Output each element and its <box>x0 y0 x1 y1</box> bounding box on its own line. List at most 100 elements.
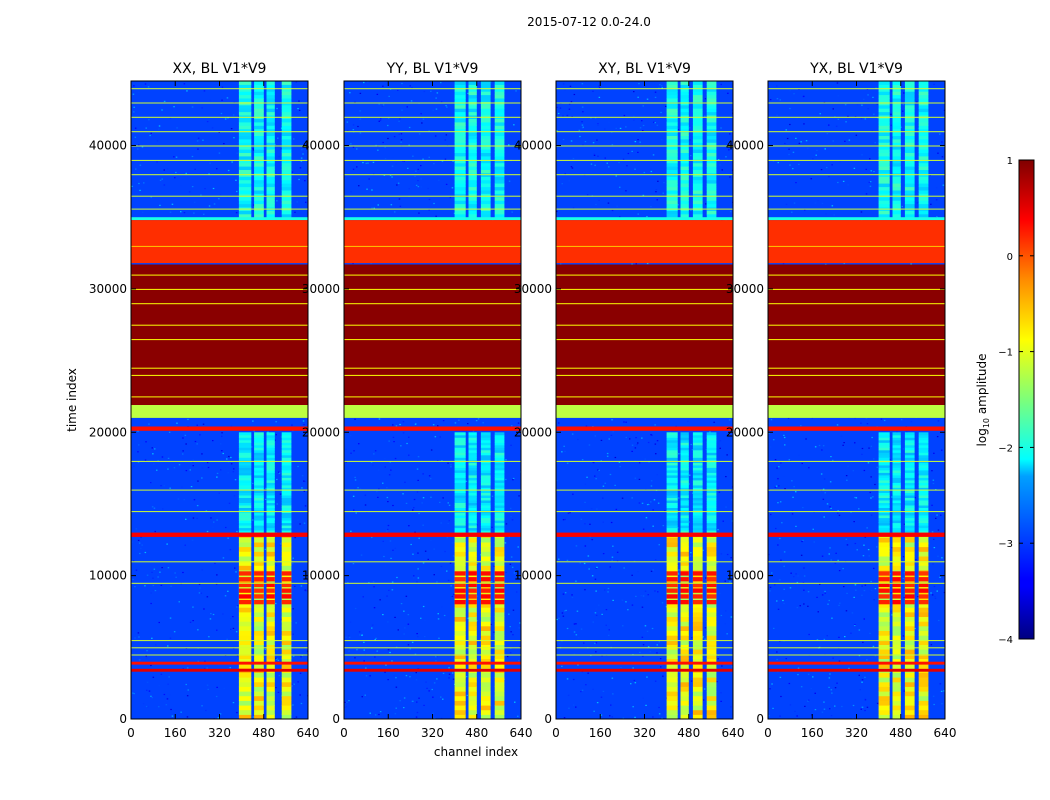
rfi-column-cell <box>281 111 292 116</box>
noise-pixel <box>388 95 390 97</box>
rfi-column-cell <box>494 125 505 130</box>
noise-pixel <box>216 168 218 170</box>
rfi-column-cell <box>692 128 703 133</box>
noise-pixel <box>410 543 412 546</box>
rfi-column-cell <box>281 457 292 461</box>
noise-pixel <box>415 184 418 186</box>
noise-pixel <box>354 607 357 610</box>
flag-line <box>344 582 521 584</box>
rfi-column-cell <box>238 500 252 503</box>
noise-pixel <box>727 92 729 94</box>
noise-pixel <box>207 466 210 469</box>
noise-pixel <box>650 485 653 487</box>
noise-pixel <box>358 185 360 187</box>
noise-pixel <box>719 440 722 442</box>
noise-pixel <box>588 444 591 446</box>
rfi-column-cell <box>281 500 292 503</box>
noise-pixel <box>780 559 782 561</box>
noise-pixel <box>654 96 657 98</box>
rfi-column-cell <box>468 94 477 99</box>
noise-pixel <box>609 473 612 476</box>
rfi-column-cell <box>281 210 292 215</box>
rfi-column-cell <box>706 472 717 476</box>
rfi-column-cell <box>266 132 275 136</box>
noise-pixel <box>839 602 841 604</box>
rfi-column-cell <box>281 449 292 453</box>
rfi-column-cell <box>281 84 292 89</box>
rfi-column-cell <box>454 527 466 531</box>
noise-pixel <box>236 655 239 657</box>
noise-pixel <box>595 614 598 616</box>
rfi-column-cell <box>494 505 505 508</box>
noise-pixel <box>387 137 389 140</box>
noise-pixel <box>642 528 645 530</box>
rfi-column-cell <box>468 579 477 585</box>
rfi-column-cell <box>692 108 703 113</box>
noise-pixel <box>131 541 134 543</box>
noise-pixel <box>221 99 223 101</box>
noise-pixel <box>168 431 171 433</box>
rfi-column-cell <box>454 474 466 478</box>
rfi-column-cell <box>468 541 477 548</box>
rfi-column-cell <box>706 677 717 683</box>
noise-pixel <box>903 690 906 692</box>
noise-pixel <box>383 174 386 176</box>
noise-pixel <box>201 453 203 455</box>
rfi-column-cell <box>266 490 275 493</box>
rfi-column-cell <box>281 579 292 585</box>
noise-pixel <box>577 438 579 441</box>
noise-pixel <box>724 623 726 625</box>
noise-pixel <box>646 262 649 265</box>
rfi-column-cell <box>706 512 717 516</box>
rfi-column-cell <box>666 149 678 153</box>
noise-pixel <box>134 127 137 129</box>
rfi-column-cell <box>680 449 689 453</box>
noise-pixel <box>449 562 452 564</box>
noise-pixel <box>834 687 837 689</box>
rfi-column-cell <box>680 530 689 534</box>
noise-pixel <box>218 492 220 494</box>
rfi-column-cell <box>706 681 717 687</box>
noise-pixel <box>422 562 425 564</box>
rfi-column-cell <box>266 691 275 697</box>
noise-pixel <box>590 508 593 510</box>
rfi-column-cell <box>706 454 717 458</box>
noise-pixel <box>510 631 512 633</box>
rfi-column-cell <box>666 630 678 636</box>
rfi-column-cell <box>468 527 477 531</box>
noise-pixel <box>564 518 566 521</box>
noise-pixel <box>423 704 425 706</box>
rfi-column-cell <box>266 138 275 143</box>
rfi-column-cell <box>266 705 275 711</box>
noise-pixel <box>556 130 558 132</box>
rfi-column-cell <box>494 200 505 205</box>
noise-pixel <box>280 618 283 620</box>
noise-pixel <box>873 567 875 569</box>
noise-pixel <box>306 596 308 599</box>
noise-pixel <box>207 688 209 690</box>
rfi-column-cell <box>480 442 491 446</box>
rfi-column-cell <box>480 522 491 526</box>
rfi-column-cell <box>692 560 703 566</box>
rfi-column-cell <box>266 700 275 706</box>
rfi-column-cell <box>494 138 505 143</box>
rfi-column-cell <box>281 169 292 174</box>
noise-pixel <box>276 658 278 660</box>
rfi-column-cell <box>468 432 477 436</box>
rfi-column-cell <box>254 469 264 473</box>
noise-pixel <box>596 702 599 704</box>
flag-stripe <box>556 288 733 290</box>
noise-pixel <box>372 161 375 163</box>
rfi-column-cell <box>680 635 689 641</box>
rfi-column-cell <box>692 125 703 130</box>
rfi-column-cell <box>454 162 466 167</box>
rfi-column-cell <box>706 644 717 650</box>
noise-pixel <box>192 517 195 519</box>
noise-pixel <box>851 612 854 614</box>
flag-line <box>344 511 521 513</box>
heatmap-image <box>344 81 521 719</box>
noise-pixel <box>408 188 410 190</box>
noise-pixel <box>505 571 507 574</box>
noise-pixel <box>348 700 350 702</box>
rfi-column-cell <box>692 186 703 191</box>
